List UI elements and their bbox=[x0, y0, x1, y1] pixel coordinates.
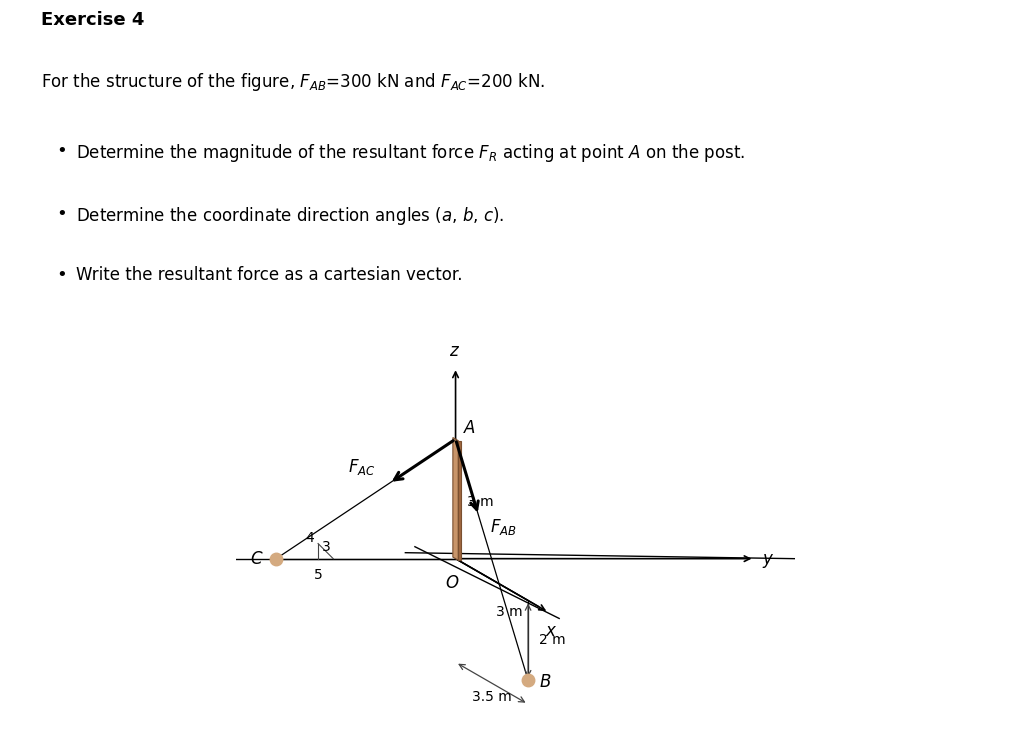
Text: Write the resultant force as a cartesian vector.: Write the resultant force as a cartesian… bbox=[76, 266, 463, 283]
Text: •: • bbox=[56, 266, 67, 283]
Text: 3.5 m: 3.5 m bbox=[472, 690, 512, 704]
Text: O: O bbox=[444, 574, 458, 592]
Text: 3 m: 3 m bbox=[467, 495, 493, 509]
Text: 3: 3 bbox=[321, 539, 330, 554]
Text: $F_{AB}$: $F_{AB}$ bbox=[490, 517, 517, 537]
Polygon shape bbox=[458, 441, 461, 560]
Text: Determine the coordinate direction angles ($a$, $b$, $c$).: Determine the coordinate direction angle… bbox=[76, 205, 504, 227]
Text: B: B bbox=[539, 673, 550, 692]
Text: 4: 4 bbox=[306, 531, 314, 545]
Text: For the structure of the figure, $F_{AB}$=300 kN and $F_{AC}$=200 kN.: For the structure of the figure, $F_{AB}… bbox=[41, 71, 544, 93]
Text: A: A bbox=[464, 419, 475, 437]
Text: $F_{AC}$: $F_{AC}$ bbox=[347, 458, 375, 477]
Text: x: x bbox=[545, 622, 555, 641]
Text: •: • bbox=[56, 142, 67, 159]
Polygon shape bbox=[452, 438, 458, 560]
Text: z: z bbox=[448, 342, 458, 360]
Text: •: • bbox=[56, 205, 67, 224]
Text: y: y bbox=[761, 550, 771, 568]
Text: 5: 5 bbox=[314, 568, 322, 582]
Text: 2 m: 2 m bbox=[539, 633, 566, 647]
Text: Exercise 4: Exercise 4 bbox=[41, 10, 144, 29]
Text: C: C bbox=[251, 550, 262, 568]
Text: 3 m: 3 m bbox=[495, 605, 522, 619]
Text: Determine the magnitude of the resultant force $F_R$ acting at point $A$ on the : Determine the magnitude of the resultant… bbox=[76, 142, 745, 164]
